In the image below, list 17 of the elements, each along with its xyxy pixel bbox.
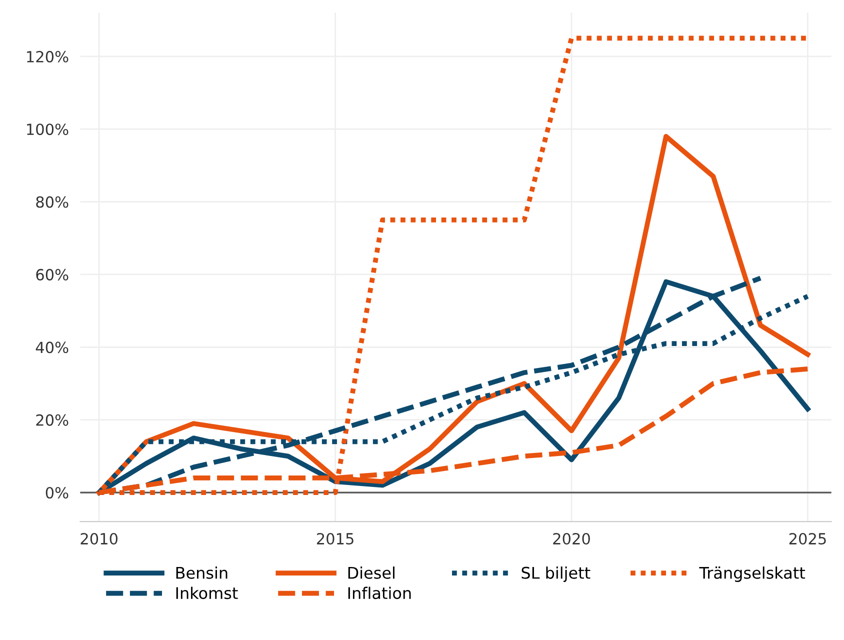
- y-tick-label: 40%: [36, 342, 68, 354]
- x-tick-label: 2020: [553, 532, 590, 545]
- y-tick-label: 100%: [27, 124, 68, 136]
- legend-label: Inflation: [348, 586, 411, 600]
- legend-label: SL biljett: [522, 566, 590, 582]
- legend-label: Trängselskatt: [699, 566, 806, 582]
- legend-label: Diesel: [348, 566, 394, 579]
- x-tick-label: 2010: [80, 532, 118, 545]
- x-tick-label: 2015: [316, 532, 354, 545]
- y-tick-label: 0%: [46, 486, 68, 499]
- y-tick-label: 120%: [27, 50, 68, 62]
- legend-label: Bensin: [176, 566, 228, 579]
- y-tick-label: 60%: [36, 268, 68, 280]
- x-tick-label: 2025: [789, 532, 826, 545]
- y-tick-label: 80%: [36, 196, 68, 208]
- y-tick-label: 20%: [36, 414, 68, 426]
- legend-label: Inkomst: [176, 586, 238, 600]
